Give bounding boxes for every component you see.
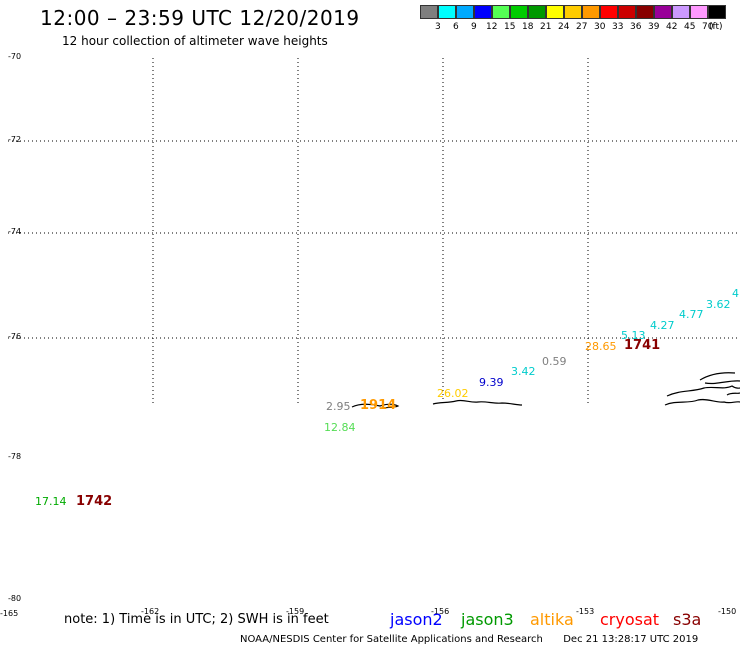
map-title: 12:00 – 23:59 UTC 12/20/2019 [40,6,360,30]
legend-tick-label: 27 [576,22,588,32]
coast-segment [726,392,740,396]
legend-tick-label: 42 [666,22,678,32]
wave-height-value: 28.65 [585,340,617,353]
legend-swatch [600,5,618,19]
satellite-s3a-label: s3a [673,610,702,629]
lon-label: -162 [141,607,160,616]
coast-segment [666,385,740,397]
map-subtitle: 12 hour collection of altimeter wave hei… [62,34,328,48]
footer-agency: NOAA/NESDIS Center for Satellite Applica… [240,634,543,645]
legend-swatch [564,5,582,19]
footer-credit: NOAA/NESDIS Center for Satellite Applica… [240,634,698,645]
legend-swatch [438,5,456,19]
wave-height-value: 4.27 [650,319,675,332]
satellite-altika-label: altika [530,610,574,629]
legend-tick-label: 6 [453,22,459,32]
legend-tick-label: 15 [504,22,516,32]
lon-label: -153 [576,607,595,616]
lon-label: -156 [431,607,450,616]
satellite-jason3-label: jason3 [461,610,514,629]
lat-label: -76 [8,332,22,341]
pass-time-label: 1742 [76,494,113,509]
ice-shelf-edge [432,399,523,406]
wave-height-value: 17.14 [35,495,67,508]
legend-swatch [636,5,654,19]
lon-label: -159 [286,607,305,616]
legend-swatch [546,5,564,19]
satellite-cryosat-label: cryosat [600,610,660,629]
pass-time-label: 1741 [624,338,661,353]
legend-unit-label: (ft) [709,22,723,32]
footer-timestamp: Dec 21 13:28:17 UTC 2019 [563,634,699,645]
legend-tick-label: 30 [594,22,606,32]
lat-label: -70 [8,52,22,61]
coast-segment [664,398,740,406]
legend-tick-label: 12 [486,22,498,32]
lon-label: -150 [718,607,737,616]
legend-tick-label: 36 [630,22,642,32]
wave-height-value: 12.84 [324,421,356,434]
coast-segment [699,372,740,385]
wave-height-value: 26.02 [437,387,469,400]
legend-swatch [582,5,600,19]
legend-swatch [456,5,474,19]
lat-label: -72 [8,135,22,144]
legend-swatch [708,5,726,19]
units-note: note: 1) Time is in UTC; 2) SWH is in fe… [64,612,329,627]
legend-swatch [690,5,708,19]
legend-tick-label: 3 [435,22,441,32]
satellite-jason2-label: jason2 [390,610,443,629]
legend-tick-label: 9 [471,22,477,32]
wave-height-value: 4 [732,287,739,300]
ice-shelf-edge [351,403,400,409]
lat-label: -80 [8,594,22,603]
legend-tick-label: 70 [702,22,714,32]
legend-tick-label: 18 [522,22,534,32]
wave-height-value: 0.59 [542,355,567,368]
legend-swatch [618,5,636,19]
legend-swatch [672,5,690,19]
legend-tick-label: 21 [540,22,552,32]
lat-label: -78 [8,452,22,461]
wave-height-value: 4.77 [679,308,704,321]
legend-tick-label: 33 [612,22,624,32]
wave-height-value: 9.39 [479,376,504,389]
coastline [351,372,740,409]
lon-label: -165 [0,609,19,618]
wave-height-value: 5.13 [621,329,646,342]
legend-tick-label: 24 [558,22,570,32]
legend-swatch [492,5,510,19]
legend-swatch [528,5,546,19]
legend-swatch [654,5,672,19]
legend-swatch [510,5,528,19]
wave-height-value: 3.62 [706,298,731,311]
legend-tick-label: 45 [684,22,696,32]
wave-height-value: 3.42 [511,365,536,378]
lat-label: -74 [8,227,22,236]
legend-tick-label: 39 [648,22,660,32]
wave-height-value: 2.95 [326,400,351,413]
legend-swatch [420,5,438,19]
legend-swatch [474,5,492,19]
pass-time-label: 1914 [360,398,397,413]
